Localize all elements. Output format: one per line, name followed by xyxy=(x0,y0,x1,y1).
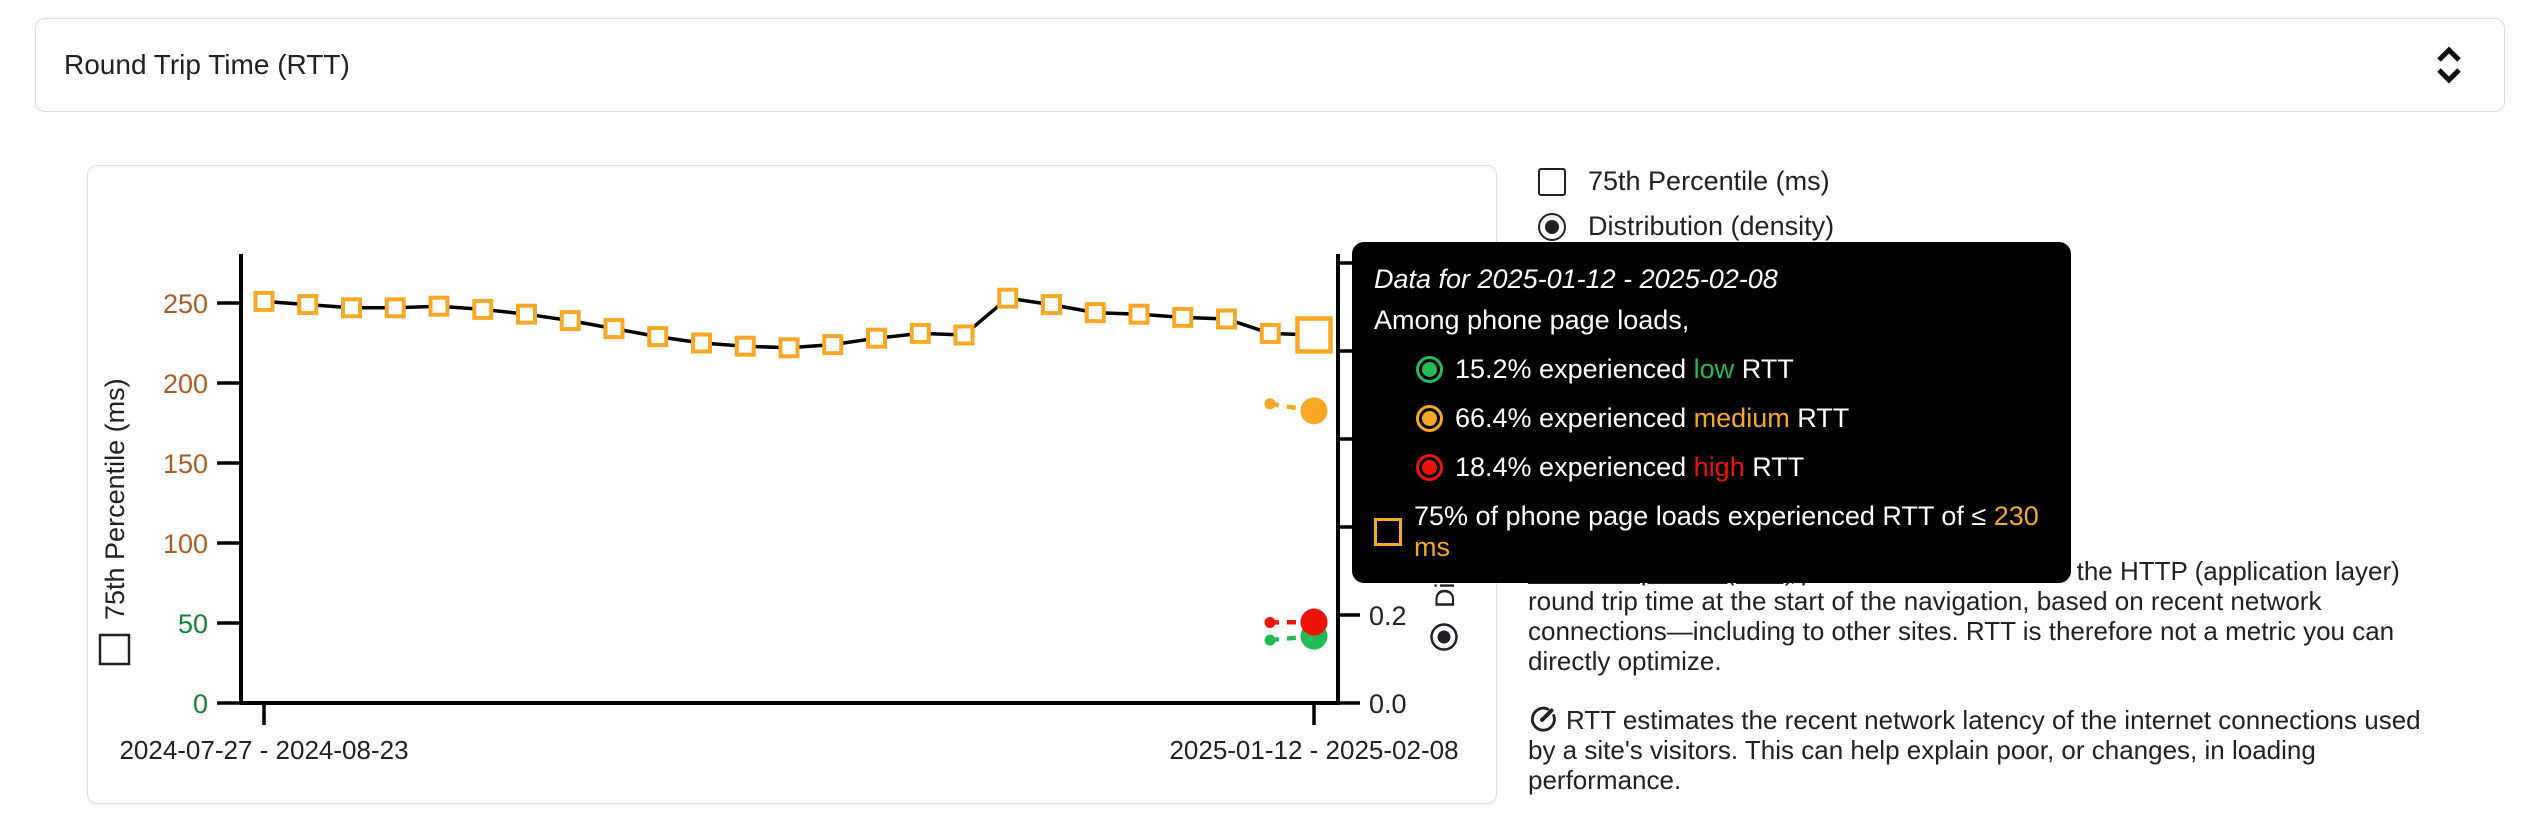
point-marker xyxy=(1172,306,1194,328)
point-marker xyxy=(1216,308,1237,330)
point-marker xyxy=(778,337,800,359)
svg-text:75th Percentile (ms): 75th Percentile (ms) xyxy=(100,378,130,620)
high-current-dot xyxy=(1300,608,1328,636)
unfold-more-icon xyxy=(2437,46,2461,84)
medium-dot-icon xyxy=(1416,405,1443,432)
svg-text:200: 200 xyxy=(163,369,208,399)
medium-current-dot xyxy=(1300,397,1328,425)
checkbox-icon[interactable] xyxy=(1538,167,1566,196)
tooltip-title: Data for 2025-01-12 - 2025-02-08 xyxy=(1374,264,1778,294)
point-marker xyxy=(297,294,319,316)
metric-select[interactable]: Round Trip Time (RTT) xyxy=(35,18,2505,112)
point-marker xyxy=(1128,303,1150,325)
left-axis-title: 75th Percentile (ms) xyxy=(98,378,131,666)
low-prev-dot xyxy=(1264,634,1276,646)
high-prev-dot xyxy=(1264,616,1276,628)
point-marker xyxy=(253,290,275,312)
axes: 0501001502002500.00.20.40.60.81.02024-07… xyxy=(119,249,1458,765)
gauge-icon xyxy=(1530,706,1556,732)
tooltip-subtitle: Among phone page loads, xyxy=(1374,305,1690,335)
point-marker xyxy=(603,318,625,340)
tooltip-row-medium: 66.4% experienced medium RTT xyxy=(1416,403,2045,434)
distribution-markers xyxy=(1264,397,1328,650)
tooltip-row-p75: 75% of phone page loads experienced RTT … xyxy=(1374,501,2045,563)
point-marker xyxy=(472,298,494,320)
radio-selected-icon[interactable] xyxy=(1538,212,1566,241)
svg-text:0.0: 0.0 xyxy=(1369,689,1407,719)
point-marker xyxy=(559,310,581,332)
point-marker xyxy=(1084,302,1106,324)
point-marker xyxy=(516,303,537,325)
point-marker xyxy=(997,287,1019,309)
point-marker xyxy=(822,334,844,356)
point-marker xyxy=(1041,294,1062,316)
legend-label: 75th Percentile (ms) xyxy=(1588,166,1830,196)
point-marker xyxy=(1259,322,1281,344)
point-marker xyxy=(691,332,712,354)
point-marker xyxy=(384,297,406,319)
tooltip-row-low: 15.2% experienced low RTT xyxy=(1416,354,2045,385)
svg-text:250: 250 xyxy=(163,289,208,319)
svg-text:0: 0 xyxy=(193,689,208,719)
medium-prev-dot xyxy=(1264,398,1276,410)
chart-legend: 75th Percentile (ms) Distribution (densi… xyxy=(1538,166,1834,242)
line-series xyxy=(253,287,1333,359)
tooltip-row-high: 18.4% experienced high RTT xyxy=(1416,452,2045,483)
point-marker xyxy=(909,322,931,344)
svg-text:2024-07-27 - 2024-08-23: 2024-07-27 - 2024-08-23 xyxy=(119,735,408,765)
rtt-plot[interactable]: 0501001502002500.00.20.40.60.81.02024-07… xyxy=(88,166,1496,803)
legend-item-distribution[interactable]: Distribution (density) xyxy=(1538,211,1834,242)
current-point-marker xyxy=(1295,316,1333,354)
legend-label: Distribution (density) xyxy=(1588,211,1835,241)
low-dot-icon xyxy=(1416,356,1443,383)
legend-item-75th-percentile[interactable]: 75th Percentile (ms) xyxy=(1538,166,1834,197)
svg-text:2025-01-12 - 2025-02-08: 2025-01-12 - 2025-02-08 xyxy=(1169,735,1458,765)
chart-card: 0501001502002500.00.20.40.60.81.02024-07… xyxy=(87,165,1497,804)
p75-square-icon xyxy=(1374,518,1402,546)
metric-description: Round Trip Time (RTT) provides an estima… xyxy=(1528,556,2443,795)
point-marker xyxy=(953,324,975,346)
svg-text:150: 150 xyxy=(163,449,208,479)
svg-text:0.2: 0.2 xyxy=(1369,601,1407,631)
point-marker xyxy=(866,327,887,349)
svg-text:50: 50 xyxy=(178,609,208,639)
point-marker xyxy=(428,295,450,317)
metric-select-value: Round Trip Time (RTT) xyxy=(64,49,350,80)
point-marker xyxy=(341,297,362,319)
point-marker xyxy=(734,335,756,357)
chart-tooltip: Data for 2025-01-12 - 2025-02-08 Among p… xyxy=(1352,242,2071,583)
svg-text:100: 100 xyxy=(163,529,208,559)
high-dot-icon xyxy=(1416,454,1443,481)
point-marker xyxy=(647,326,669,348)
description-paragraph-2: RTT estimates the recent network latency… xyxy=(1528,705,2421,795)
